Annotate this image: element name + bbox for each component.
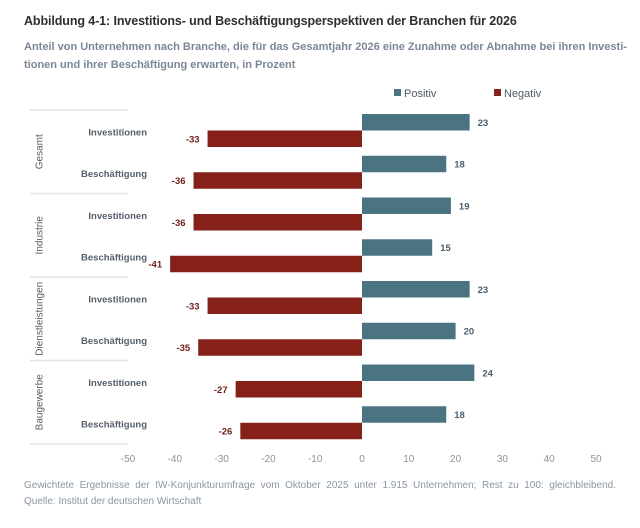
category-label: Beschäftigung bbox=[81, 420, 147, 431]
data-label-negative: -33 bbox=[186, 134, 200, 145]
x-tick-label: 40 bbox=[544, 454, 556, 465]
x-tick-label: 0 bbox=[359, 454, 365, 465]
footnote: Gewichtete Ergebnisse der IW-Konjunkturu… bbox=[24, 478, 616, 510]
data-label-positive: 15 bbox=[440, 243, 451, 254]
x-tick-label: -50 bbox=[121, 454, 136, 465]
group-label-industrie: Industrie bbox=[35, 216, 46, 255]
bar-negative bbox=[193, 172, 362, 189]
bar-negative bbox=[207, 297, 362, 314]
bar-positive bbox=[362, 406, 447, 423]
legend-swatch-positive bbox=[394, 89, 401, 96]
chart-subtitle: Anteil von Unternehmen nach Branche, die… bbox=[24, 38, 627, 74]
bar-negative bbox=[235, 381, 362, 398]
data-label-negative: -35 bbox=[176, 343, 190, 354]
bar-positive bbox=[362, 155, 447, 173]
legend-item-negative: Negativ bbox=[494, 88, 541, 100]
x-tick-label: -40 bbox=[168, 454, 183, 465]
bar-negative bbox=[198, 339, 362, 356]
group-label-gesamt: Gesamt bbox=[35, 134, 46, 169]
x-tick-label: 10 bbox=[403, 454, 415, 465]
data-label-negative: -33 bbox=[186, 301, 200, 312]
bar-positive bbox=[362, 364, 475, 381]
x-tick-label: 20 bbox=[450, 454, 462, 465]
subtitle-line-2: tionen und ihrer Beschäftigung erwarten,… bbox=[24, 59, 296, 71]
group-label-dienstleistungen: Dienstleistungen bbox=[35, 282, 46, 356]
bar-positive bbox=[362, 114, 470, 131]
category-label: Investitionen bbox=[88, 127, 147, 138]
x-tick-label: 50 bbox=[590, 454, 602, 465]
category-label: Investitionen bbox=[88, 378, 147, 389]
chart-title: Abbildung 4-1: Investitions- und Beschäf… bbox=[24, 14, 517, 28]
category-label: Beschäftigung bbox=[81, 336, 147, 347]
data-label-positive: 20 bbox=[464, 327, 475, 338]
legend-label-positive: Positiv bbox=[404, 88, 437, 100]
data-label-negative: -26 bbox=[219, 427, 233, 438]
data-label-positive: 23 bbox=[478, 118, 489, 129]
data-label-positive: 18 bbox=[454, 410, 465, 421]
x-tick-label: -10 bbox=[308, 454, 323, 465]
data-label-negative: -36 bbox=[172, 218, 186, 229]
data-label-positive: 24 bbox=[482, 368, 493, 379]
category-label: Investitionen bbox=[88, 211, 147, 222]
legend-label-negative: Negativ bbox=[504, 88, 542, 100]
bar-negative bbox=[240, 422, 362, 440]
x-tick-label: 30 bbox=[497, 454, 509, 465]
bar-negative bbox=[170, 255, 362, 273]
category-label: Beschäftigung bbox=[81, 169, 147, 180]
category-label: Beschäftigung bbox=[81, 253, 147, 264]
data-label-negative: -36 bbox=[172, 176, 186, 187]
data-label-positive: 18 bbox=[454, 160, 465, 171]
legend-item-positive: Positiv bbox=[394, 88, 436, 100]
group-label-baugewerbe: Baugewerbe bbox=[35, 374, 46, 431]
bar-positive bbox=[362, 197, 451, 214]
x-tick-label: -30 bbox=[214, 454, 229, 465]
data-label-positive: 23 bbox=[478, 285, 489, 296]
footnote-line-1: Gewichtete Ergebnisse der IW-Konjunkturu… bbox=[24, 480, 616, 491]
footnote-source: Quelle: Institut der deutschen Wirtschaf… bbox=[24, 496, 202, 507]
bar-positive bbox=[362, 239, 433, 256]
category-label: Investitionen bbox=[88, 294, 147, 305]
bar-positive bbox=[362, 322, 456, 340]
data-label-negative: -41 bbox=[148, 260, 162, 271]
bar-negative bbox=[193, 214, 362, 231]
bar-negative bbox=[207, 130, 362, 147]
x-tick-label: -20 bbox=[261, 454, 276, 465]
subtitle-line-1: Anteil von Unternehmen nach Branche, die… bbox=[24, 41, 627, 53]
bar-positive bbox=[362, 281, 470, 298]
data-label-negative: -27 bbox=[214, 385, 228, 396]
data-label-positive: 19 bbox=[459, 201, 470, 212]
legend-swatch-negative bbox=[494, 89, 501, 96]
